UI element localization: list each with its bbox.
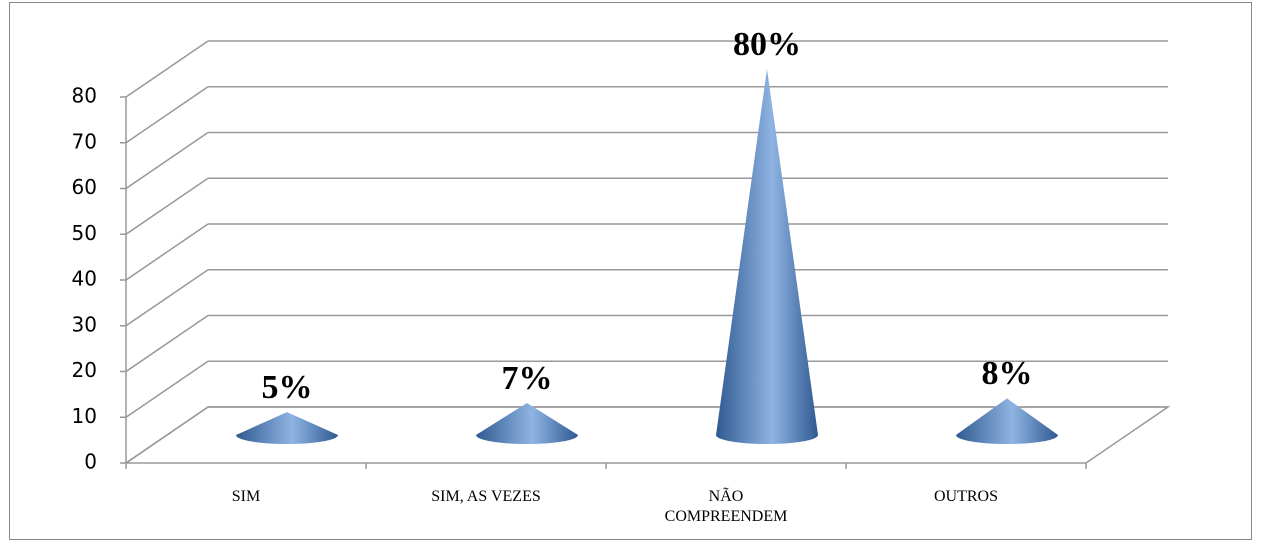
grid-line <box>125 86 209 144</box>
grid-line <box>125 131 209 190</box>
chart-border <box>9 2 1252 540</box>
y-tick-label: 60 <box>72 175 97 199</box>
x-tick-label: SIM, AS VEZES <box>431 488 541 505</box>
y-tick-label: 70 <box>72 129 97 153</box>
cone <box>956 398 1058 444</box>
cone <box>716 69 818 444</box>
y-tick-label: 80 <box>72 84 97 108</box>
x-tick-label: SIM <box>231 488 261 505</box>
value-label: 5% <box>262 369 313 406</box>
grid-line <box>125 223 209 281</box>
cone <box>476 402 578 444</box>
y-tick-label: 40 <box>72 267 97 291</box>
y-tick-label: 20 <box>72 358 97 382</box>
grid-line <box>125 177 209 235</box>
value-label: 7% <box>502 360 553 397</box>
value-label: 80% <box>733 26 801 63</box>
y-tick-label: 0 <box>84 450 97 474</box>
grid-line <box>125 406 209 464</box>
value-label: 8% <box>982 355 1033 392</box>
x-tick-label: NÃO COMPREENDEM <box>664 488 788 525</box>
y-tick-label: 30 <box>72 312 97 336</box>
grid-line <box>125 314 209 373</box>
y-tick-label: 10 <box>72 404 97 428</box>
cone <box>236 412 338 444</box>
y-tick-label: 50 <box>72 221 97 245</box>
x-tick-label: OUTROS <box>933 488 998 505</box>
grid-line <box>125 40 209 98</box>
grid-line <box>125 269 209 327</box>
grid-line <box>125 360 209 418</box>
